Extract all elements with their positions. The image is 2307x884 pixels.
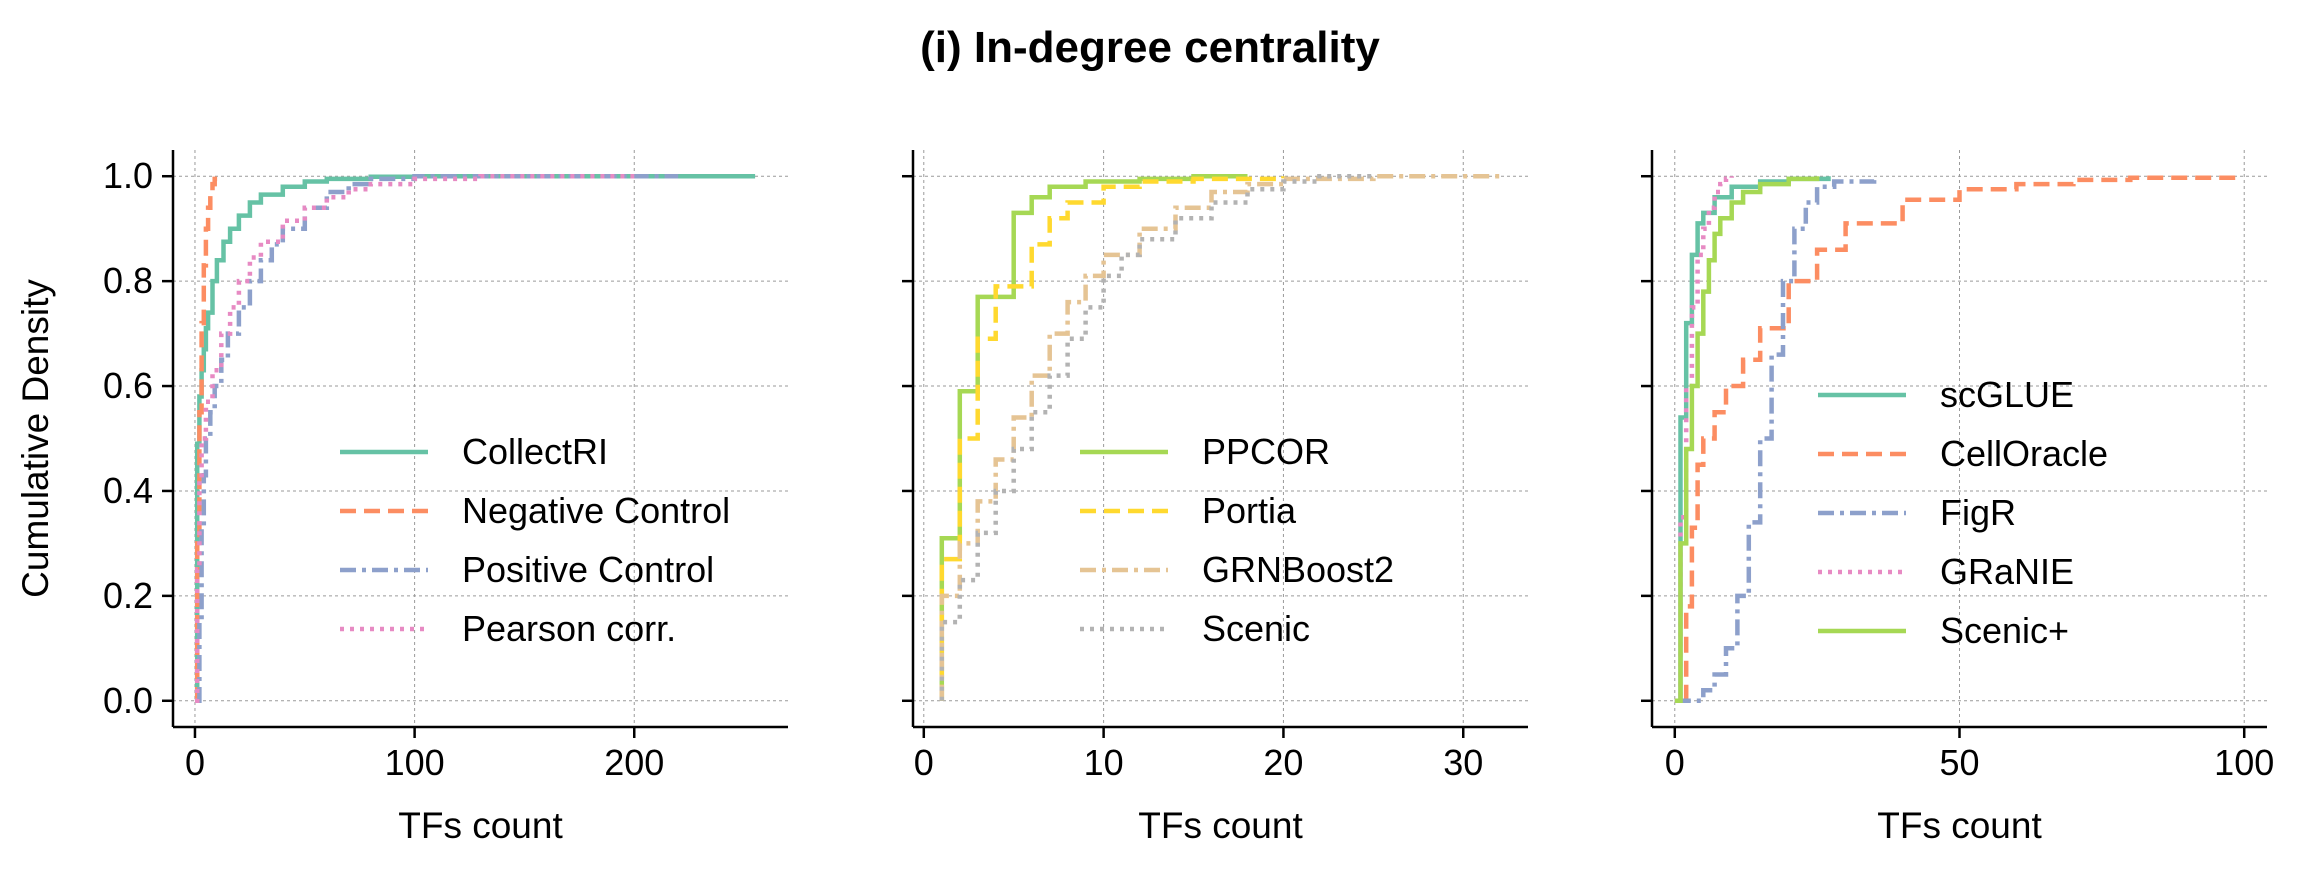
x-tick-label: 100 (385, 742, 445, 783)
x-tick-label: 0 (914, 742, 934, 783)
legend-label: CollectRI (462, 431, 608, 472)
x-tick-label: 10 (1084, 742, 1124, 783)
legend-label: Negative Control (462, 490, 730, 531)
legend-label: Pearson corr. (462, 608, 676, 649)
x-tick-label: 0 (185, 742, 205, 783)
series-line-pearson-corr- (194, 173, 635, 704)
legend: scGLUE CellOracle FigR GRaNIE Scenic+ (1818, 374, 2108, 651)
legend-label: Portia (1202, 490, 1297, 531)
x-tick-label: 100 (2214, 742, 2274, 783)
x-tick-label: 50 (1939, 742, 1979, 783)
legend-label: PPCOR (1202, 431, 1330, 472)
legend-label: Scenic (1202, 608, 1310, 649)
legend: PPCOR Portia GRNBoost2 Scenic (1080, 431, 1394, 649)
y-tick-label: 0.6 (103, 365, 153, 406)
series-line-ppcor (939, 173, 1248, 701)
legend: CollectRI Negative Control Positive Contro… (340, 431, 730, 649)
y-tick-label: 0.8 (103, 260, 153, 301)
y-tick-label: 0.4 (103, 470, 153, 511)
legend-label: Scenic+ (1940, 610, 2069, 651)
x-tick-label: 0 (1665, 742, 1685, 783)
series-line-positive-control (197, 173, 679, 704)
series-line-celloracle (1683, 175, 2241, 701)
x-axis-label: TFs count (398, 805, 563, 846)
x-axis-label: TFs count (1138, 805, 1303, 846)
x-tick-label: 200 (604, 742, 664, 783)
series-line-negative-control (194, 176, 222, 704)
y-tick-label: 0.0 (103, 680, 153, 721)
series-line-figr (1674, 176, 1877, 704)
legend-label: GRaNIE (1940, 551, 2074, 592)
figure-title: (i) In-degree centrality (920, 23, 1380, 72)
legend-label: scGLUE (1940, 374, 2074, 415)
series-line-granie (1674, 176, 1734, 704)
y-tick-label: 0.2 (103, 575, 153, 616)
legend-label: CellOracle (1940, 433, 2108, 474)
y-tick-label: 1.0 (103, 155, 153, 196)
series-line-scglue (1674, 176, 1831, 704)
x-axis-label: TFs count (1877, 805, 2042, 846)
y-axis-label: Cumulative Density (15, 279, 56, 598)
legend-label: Positive Control (462, 549, 714, 590)
legend-label: FigR (1940, 492, 2016, 533)
series-line-scenic- (1674, 176, 1820, 704)
legend-label: GRNBoost2 (1202, 549, 1394, 590)
chart-panel-3: 0 50 100 TFs count scGLUE CellOracle FigR GRaNI… (1641, 150, 2274, 846)
x-tick-label: 20 (1263, 742, 1303, 783)
chart-panel-1: 0 100 200 0.0 0.2 0.4 0.6 0.8 1.0 TFs count Cumula… (15, 150, 788, 846)
chart-panel-2: 0 10 20 30 TFs count PPCOR Portia GRNBoost2 Scen… (902, 150, 1528, 846)
x-tick-label: 30 (1443, 742, 1483, 783)
series-line-portia (939, 176, 1286, 701)
